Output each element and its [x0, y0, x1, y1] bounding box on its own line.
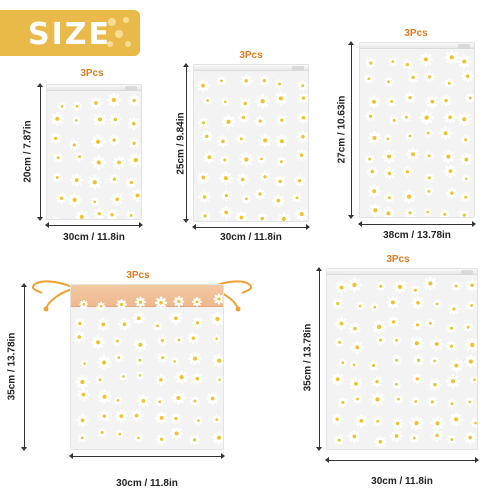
bag-1-width-line [45, 222, 143, 228]
zipper [194, 65, 308, 71]
bag-1-qty: 3Pcs [80, 68, 104, 79]
bag-4-width-line [69, 453, 225, 459]
zipper [327, 269, 477, 275]
bag-4-width-label: 30cm / 11.8in [116, 478, 178, 489]
drawstring-band [71, 285, 223, 307]
bag-2 [193, 64, 309, 222]
bag-5 [326, 268, 478, 450]
bag-2-height-line [183, 63, 189, 223]
bag-1-width-label: 30cm / 11.8in [63, 232, 125, 243]
zipper-slider-icon [125, 86, 137, 91]
bag-2-width-line [192, 224, 310, 230]
bag-2-height-label: 25cm / 9.84in [175, 112, 187, 175]
bag-3-height-line [348, 41, 354, 219]
bag-4-height-label: 35cm / 13.78in [6, 332, 18, 401]
zipper [47, 85, 141, 91]
bag-5-qty: 3Pcs [386, 254, 410, 265]
bag-5-width-label: 30cm / 11.8in [371, 476, 433, 487]
bag-2-width-label: 30cm / 11.8in [220, 232, 282, 243]
size-banner: SIZE [0, 10, 140, 56]
bag-4 [70, 284, 224, 450]
daisy-pattern-icon [72, 293, 223, 446]
zipper-slider-icon [461, 270, 473, 275]
bag-3-width-line [358, 221, 476, 227]
zipper-slider-icon [292, 66, 304, 71]
daisy-pattern-icon [364, 50, 474, 217]
bag-1 [46, 84, 142, 220]
bag-3-qty: 3Pcs [404, 28, 428, 39]
bag-2-qty: 3Pcs [239, 50, 263, 61]
bag-5-height-line [316, 267, 322, 451]
bag-3-width-label: 38cm / 13.78in [383, 230, 451, 241]
daisy-decoration-icon [107, 17, 131, 47]
bag-5-width-line [325, 457, 479, 463]
zipper [360, 43, 474, 49]
bag-4-qty: 3Pcs [126, 270, 150, 281]
bag-3 [359, 42, 475, 218]
zipper-slider-icon [458, 44, 470, 49]
daisy-pattern-icon [331, 276, 477, 449]
bag-5-height-label: 35cm / 13.78in [302, 323, 314, 392]
daisy-pattern-icon [196, 74, 308, 221]
bag-1-height-line [37, 83, 43, 221]
bag-3-height-label: 27cm / 10.63in [336, 95, 348, 164]
daisy-pattern-icon [50, 92, 141, 219]
size-label: SIZE [28, 17, 112, 52]
bag-1-height-label: 20cm / 7.87in [22, 120, 34, 183]
bag-4-height-line [21, 283, 27, 451]
